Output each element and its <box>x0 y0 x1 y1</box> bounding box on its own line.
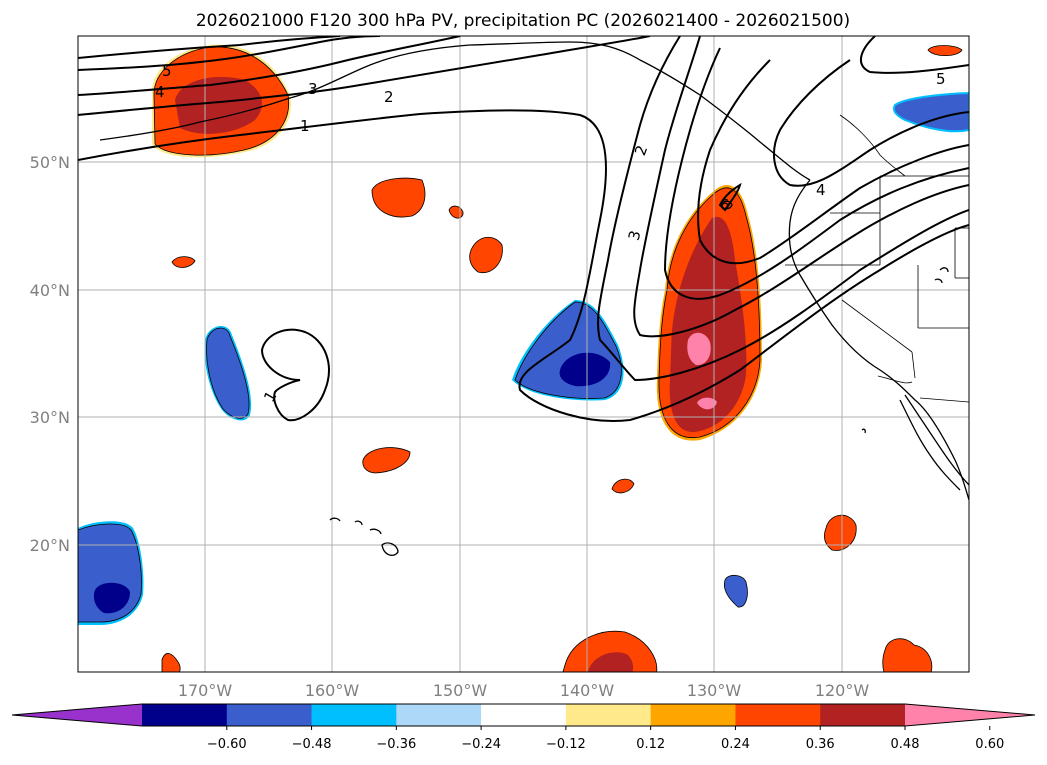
longitude-labels: 170°W 160°W 150°W 140°W 130°W 120°W <box>178 681 870 700</box>
precip-negative-anomalies <box>78 91 969 625</box>
anomaly-negative-sw <box>78 521 144 625</box>
anomaly-blob-11 <box>927 45 963 57</box>
colorbar-tick-label: −0.24 <box>461 737 501 752</box>
anomaly-blob-10 <box>161 653 181 672</box>
anomaly-blob-3 <box>469 236 503 274</box>
colorbar-extend-min <box>12 704 142 726</box>
contour-label: 3 <box>308 80 318 98</box>
colorbar-tick-label: −0.60 <box>207 737 247 752</box>
colorbar-segment <box>142 704 228 726</box>
lat-label: 40°N <box>30 281 70 300</box>
anomaly-blob-1 <box>371 177 426 218</box>
colorbar-tick-label: −0.48 <box>292 737 332 752</box>
contour-label: 5 <box>162 62 172 80</box>
lat-label: 20°N <box>30 536 70 555</box>
latitude-labels: 50°N 40°N 30°N 20°N <box>30 153 70 555</box>
colorbar-segment <box>565 704 652 726</box>
anomaly-blob-8 <box>882 638 933 672</box>
colorbar-tick-label: 0.48 <box>891 737 920 752</box>
map-frame <box>77 35 970 673</box>
colorbar-tick-label: −0.36 <box>376 737 416 752</box>
lon-label: 120°W <box>815 681 870 700</box>
contour-label: 2 <box>384 88 394 106</box>
anomaly-negative-ne <box>892 91 969 133</box>
lon-label: 160°W <box>305 681 360 700</box>
colorbar-tick-label: 0.12 <box>636 737 665 752</box>
anomaly-negative-central <box>512 300 624 401</box>
contour-labels: 5 4 3 2 1 2 3 6 4 5 1 <box>155 62 946 405</box>
colorbar-segment <box>820 704 906 726</box>
map-area: 5 4 3 2 1 2 3 6 4 5 1 <box>78 36 969 672</box>
lon-label: 130°W <box>687 681 742 700</box>
colorbar-segment <box>396 704 482 726</box>
contour-label: 1 <box>300 117 310 135</box>
precip-positive-anomalies <box>151 44 963 672</box>
colorbar-segment <box>311 704 397 726</box>
colorbar-tick-label: 0.60 <box>975 737 1004 752</box>
anomaly-blob-4 <box>171 256 196 268</box>
coastlines <box>99 41 969 556</box>
colorbar-segment <box>650 704 736 726</box>
colorbar-tick-label: 0.24 <box>721 737 750 752</box>
lon-label: 140°W <box>560 681 615 700</box>
colorbar-outline <box>11 703 1036 727</box>
political-borders <box>785 114 969 403</box>
contour-label: 6 <box>720 196 730 214</box>
colorbar-segment <box>735 704 821 726</box>
anomaly-blob-6 <box>611 478 635 494</box>
contour-label: 5 <box>936 70 946 88</box>
anomaly-blob-5 <box>362 447 411 474</box>
pv-contours <box>78 36 969 422</box>
contour-label: 3 <box>625 229 645 243</box>
anomaly-blob-9 <box>562 630 658 672</box>
lon-label: 150°W <box>433 681 488 700</box>
contour-label: 4 <box>816 181 826 199</box>
lat-label: 30°N <box>30 408 70 427</box>
colorbar: −0.60 −0.48 −0.36 −0.24 −0.12 0.12 0.24 0.36 0.4… <box>11 703 1036 752</box>
anomaly-negative-small <box>723 574 748 608</box>
graticule <box>78 36 969 672</box>
figure-title: 2026021000 F120 300 hPa PV, precipitatio… <box>196 11 850 31</box>
colorbar-segment <box>481 704 567 726</box>
lon-label: 170°W <box>178 681 233 700</box>
anomaly-negative-west <box>204 325 252 421</box>
contour-label: 4 <box>155 83 165 101</box>
colorbar-extend-max <box>905 704 1035 726</box>
colorbar-tick-label: 0.36 <box>806 737 835 752</box>
colorbar-tick-label: −0.12 <box>546 737 586 752</box>
lat-label: 50°N <box>30 153 70 172</box>
colorbar-segment <box>226 704 313 726</box>
